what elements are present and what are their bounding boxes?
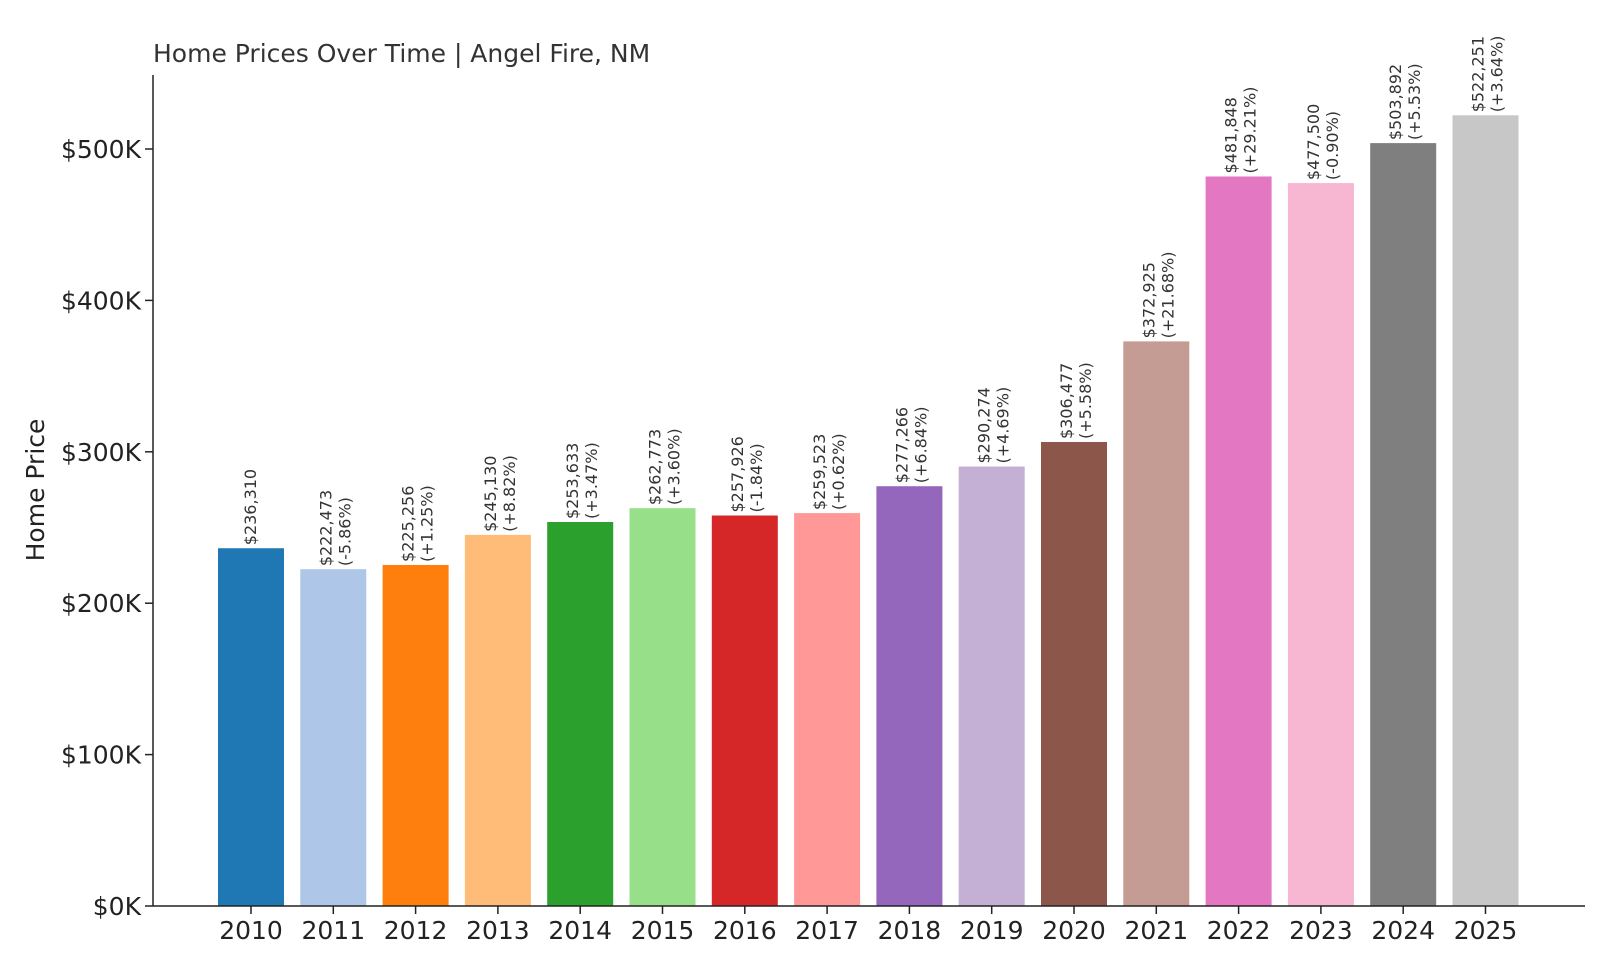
x-tick-label: 2017	[795, 916, 859, 945]
bar-change-label: (+3.47%)	[582, 442, 601, 519]
x-tick-label: 2025	[1454, 916, 1518, 945]
bar-value-label: $503,892	[1386, 64, 1405, 140]
x-tick-label: 2020	[1042, 916, 1106, 945]
x-tick-label: 2024	[1371, 916, 1435, 945]
x-tick-label: 2012	[384, 916, 448, 945]
bar-change-label: (+6.84%)	[911, 407, 930, 484]
y-axis-label: Home Price	[21, 419, 50, 562]
bar-2014	[547, 521, 614, 906]
x-tick-label: 2023	[1289, 916, 1353, 945]
bar-value-label: $277,266	[892, 407, 911, 483]
y-tick-label: $200K	[61, 589, 142, 618]
x-tick-label: 2011	[301, 916, 365, 945]
bar-value-label: $290,274	[975, 387, 994, 463]
bar-value-label: $262,773	[646, 429, 665, 505]
bar-value-label: $306,477	[1057, 363, 1076, 439]
bar-change-label: (+4.69%)	[994, 387, 1013, 464]
bar-change-label: (+1.25%)	[418, 485, 437, 562]
bar-value-label: $477,500	[1304, 104, 1323, 180]
bar-2019	[958, 466, 1025, 906]
bar-value-label: $253,633	[563, 443, 582, 519]
bar-change-label: (+21.68%)	[1158, 251, 1177, 338]
x-tick-label: 2019	[960, 916, 1024, 945]
bar-change-label: (-1.84%)	[747, 443, 766, 512]
bar-2018	[876, 486, 943, 906]
bar-2012	[382, 564, 449, 906]
bar-change-label: (+29.21%)	[1241, 87, 1260, 174]
bar-value-label: $225,256	[399, 486, 418, 562]
bar-change-label: (+5.53%)	[1405, 63, 1424, 140]
bar-change-label: (+5.58%)	[1076, 362, 1095, 439]
x-tick-label: 2015	[631, 916, 695, 945]
bar-2023	[1287, 183, 1354, 906]
bar-2020	[1041, 441, 1107, 906]
bars	[218, 115, 1519, 907]
bar-value-label: $481,848	[1222, 97, 1241, 173]
bar-value-label: $245,130	[481, 456, 500, 532]
x-tick-label: 2021	[1124, 916, 1188, 945]
x-axis-ticks: 2010 2011 2012 2013 2014 2015 2016 2017 2018 2019…	[219, 906, 1517, 945]
y-tick-label: $0K	[93, 892, 142, 921]
bar-2015	[629, 508, 696, 906]
y-tick-label: $300K	[61, 438, 142, 467]
bar-2022	[1205, 176, 1272, 907]
chart-title: Home Prices Over Time | Angel Fire, NM	[153, 39, 650, 68]
bar-change-label: (+3.60%)	[665, 428, 684, 505]
x-tick-label: 2016	[713, 916, 777, 945]
bar-2016	[711, 515, 778, 906]
bar-change-label: (+0.62%)	[829, 433, 848, 510]
x-tick-label: 2018	[878, 916, 942, 945]
bar-2010	[218, 548, 284, 906]
bar-2025	[1452, 115, 1519, 906]
y-tick-label: $400K	[61, 286, 142, 315]
bar-value-label: $257,926	[728, 436, 747, 512]
bar-change-label: (+3.64%)	[1488, 36, 1507, 113]
bar-value-label: $259,523	[810, 434, 829, 510]
bar-2021	[1123, 341, 1190, 906]
x-tick-label: 2014	[548, 916, 612, 945]
bar-value-label: $522,251	[1469, 36, 1488, 112]
bar-labels: $236,310 $222,473 (-5.86%) $225,256 (+1.25%)…	[241, 36, 1507, 567]
bar-value-label: $372,925	[1139, 262, 1158, 338]
bar-2017	[794, 513, 861, 906]
bar-2024	[1370, 143, 1437, 906]
x-tick-label: 2010	[219, 916, 283, 945]
bar-change-label: (-0.90%)	[1323, 111, 1342, 180]
bar-change-label: (+8.82%)	[500, 455, 519, 532]
y-tick-label: $100K	[61, 741, 142, 770]
x-tick-label: 2013	[466, 916, 530, 945]
bar-value-label: $222,473	[316, 490, 335, 566]
x-tick-label: 2022	[1207, 916, 1271, 945]
bar-2013	[464, 534, 531, 906]
y-tick-label: $500K	[61, 135, 142, 164]
bar-2011	[300, 569, 367, 906]
bar-value-label: $236,310	[241, 469, 260, 545]
y-axis-ticks: $0K $100K $200K $300K $400K $500K	[61, 135, 153, 921]
bar-change-label: (-5.86%)	[335, 497, 354, 566]
